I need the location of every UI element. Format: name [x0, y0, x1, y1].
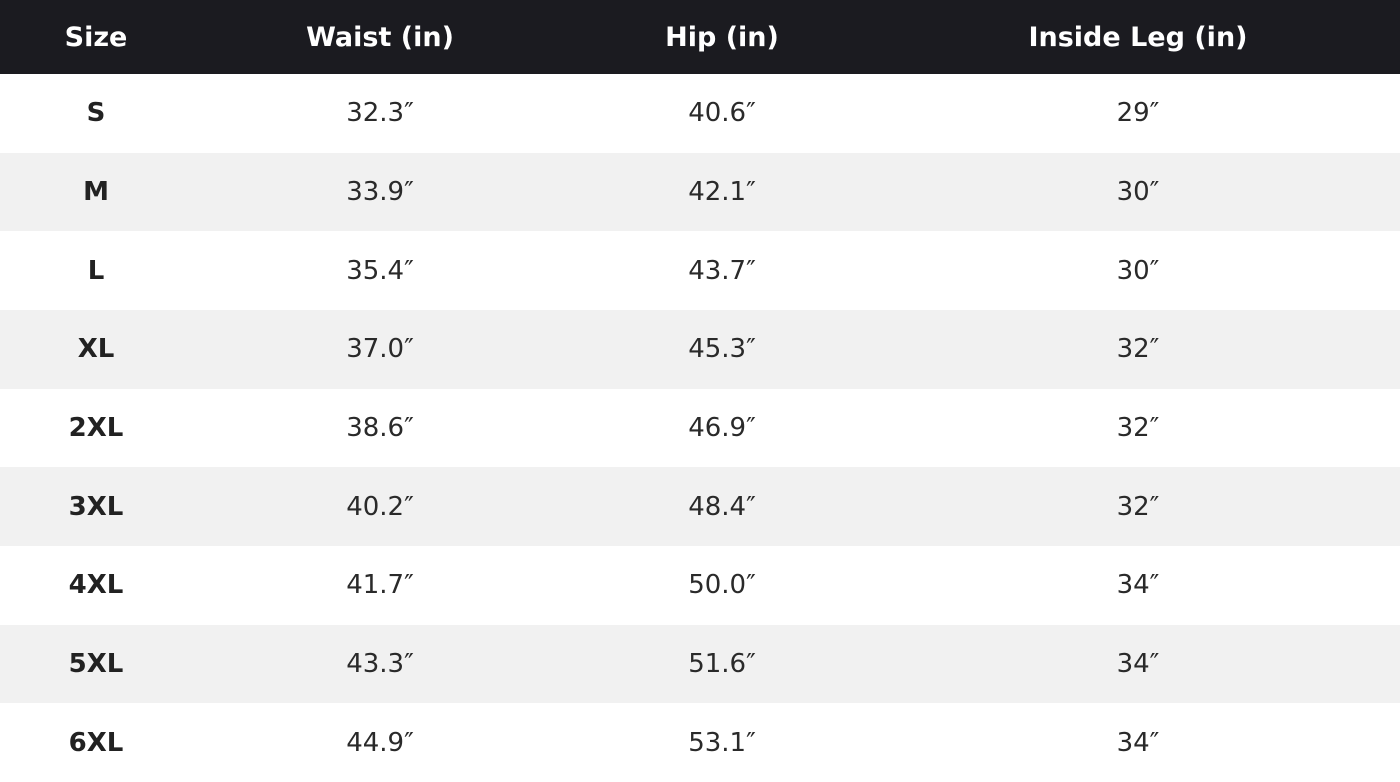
size-cell: 4XL — [68, 570, 124, 601]
table-row: S 32.3″ 40.6″ 29″ — [0, 74, 1400, 153]
measure-cell: 40.6″ — [688, 98, 756, 129]
measure-cell: 43.7″ — [688, 255, 756, 286]
measure-cell: 42.1″ — [568, 152, 876, 232]
measure-cell: 51.6″ — [568, 624, 876, 704]
header-cell: Size — [0, 0, 192, 74]
size-cell: 6XL — [68, 727, 124, 758]
table-row: 5XL 43.3″ 51.6″ 34″ — [0, 624, 1400, 704]
measure-cell: 32″ — [876, 467, 1400, 546]
measure-cell: 34″ — [1116, 727, 1160, 758]
size-cell: 3XL — [0, 467, 192, 546]
table-body: S 32.3″ 40.6″ 29″ M 33.9″ 42.1″ 30″ L 35.4″ 43.7″ 3… — [0, 74, 1400, 782]
measure-cell: 37.0″ — [192, 309, 568, 389]
header-cell: Hip (in) — [568, 0, 876, 74]
measure-cell: 48.4″ — [568, 467, 876, 546]
measure-cell: 32″ — [876, 309, 1400, 389]
measure-cell: 34″ — [876, 624, 1400, 704]
measure-cell: 43.3″ — [192, 624, 568, 704]
measure-cell: 30″ — [876, 152, 1400, 232]
measure-cell: 50.0″ — [688, 570, 756, 601]
table-row: 4XL 41.7″ 50.0″ 34″ — [0, 546, 1400, 625]
header-cell: Inside Leg (in) — [876, 0, 1400, 74]
size-cell: L — [87, 255, 105, 286]
header-cell: Waist (in) — [192, 0, 568, 74]
measure-cell: 32″ — [1116, 412, 1160, 443]
measure-cell: 40.2″ — [192, 467, 568, 546]
table-row: 2XL 38.6″ 46.9″ 32″ — [0, 389, 1400, 468]
measure-cell: 44.9″ — [346, 727, 414, 758]
size-cell: 2XL — [68, 412, 124, 443]
table-row: 6XL 44.9″ 53.1″ 34″ — [0, 703, 1400, 782]
size-cell: S — [86, 98, 106, 129]
measure-cell: 45.3″ — [568, 309, 876, 389]
table-row: L 35.4″ 43.7″ 30″ — [0, 231, 1400, 310]
size-cell: 5XL — [0, 624, 192, 704]
table-row: XL 37.0″ 45.3″ 32″ — [0, 309, 1400, 389]
table-row: 3XL 40.2″ 48.4″ 32″ — [0, 467, 1400, 546]
header-row: Size Waist (in) Hip (in) Inside Leg (in) — [0, 0, 1400, 74]
measure-cell: 30″ — [1116, 255, 1160, 286]
measure-cell: 34″ — [1116, 570, 1160, 601]
size-cell: M — [0, 152, 192, 232]
measure-cell: 46.9″ — [688, 412, 756, 443]
measure-cell: 35.4″ — [346, 255, 414, 286]
table-row: M 33.9″ 42.1″ 30″ — [0, 152, 1400, 232]
measure-cell: 32.3″ — [346, 98, 414, 129]
measure-cell: 38.6″ — [346, 412, 414, 443]
size-cell: XL — [0, 309, 192, 389]
measure-cell: 33.9″ — [192, 152, 568, 232]
measure-cell: 41.7″ — [346, 570, 414, 601]
measure-cell: 53.1″ — [688, 727, 756, 758]
table-head: Size Waist (in) Hip (in) Inside Leg (in) — [0, 0, 1400, 74]
measure-cell: 29″ — [1116, 98, 1160, 129]
